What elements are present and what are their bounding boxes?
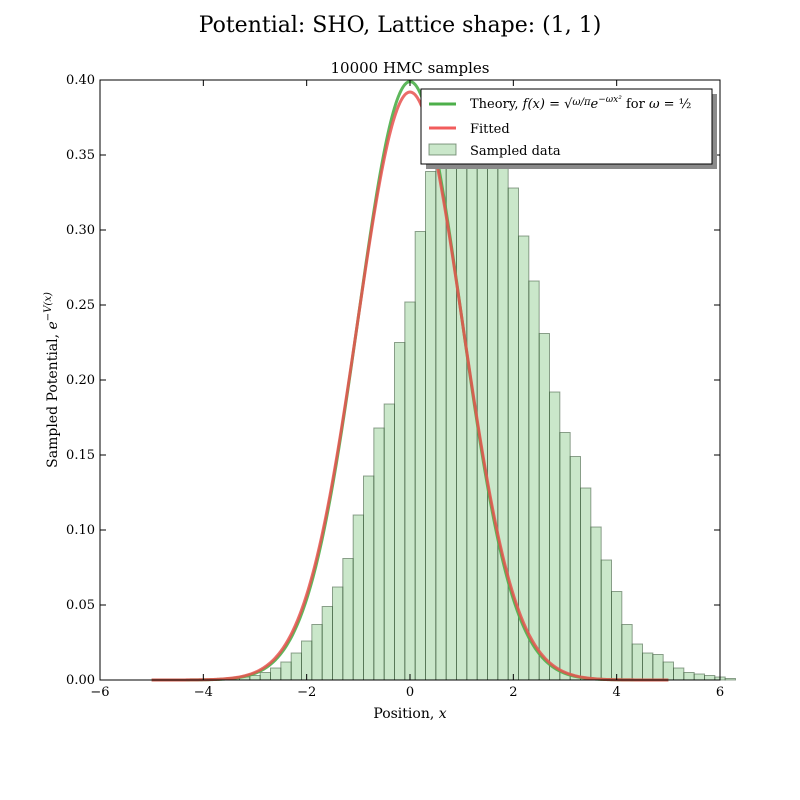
histogram-bar: [383, 403, 395, 681]
histogram-bar: [487, 118, 499, 681]
histogram-bar: [435, 151, 447, 681]
histogram-bar: [693, 673, 706, 681]
histogram-bar: [466, 118, 478, 681]
x-tick-label: −4: [194, 685, 213, 700]
x-axis-label: Position, x: [373, 706, 446, 722]
fitted-curve: [151, 90, 669, 682]
plot-area: [151, 80, 737, 682]
histogram-bar: [476, 97, 488, 681]
histogram-bar: [642, 652, 654, 681]
histogram-bar: [445, 106, 457, 681]
x-tick-label: −6: [90, 685, 109, 700]
histogram-bar: [600, 559, 613, 681]
histogram-bar: [683, 672, 695, 681]
legend-sampled-label: Sampled data: [470, 144, 561, 159]
x-tick-label: 4: [613, 685, 621, 700]
x-tick-label: −2: [297, 685, 316, 700]
histogram-bar: [528, 280, 540, 681]
legend-theory-label: Theory, f(x) = √ω/πe−ωx² for ω = ½: [470, 95, 691, 112]
histogram-bar: [363, 475, 375, 681]
histogram-bar: [673, 667, 685, 681]
histogram-bar: [652, 654, 664, 681]
histogram-bar: [404, 301, 416, 681]
histogram-bar: [611, 591, 623, 681]
histogram-bar: [456, 106, 468, 681]
figure-suptitle: Potential: SHO, Lattice shape: (1, 1): [199, 13, 602, 38]
histogram-bar: [311, 624, 323, 681]
x-tick-label: 0: [406, 685, 414, 700]
axes-title: 10000 HMC samples: [330, 59, 489, 77]
y-tick-label: 0.15: [66, 448, 95, 463]
histogram-bar: [662, 661, 675, 681]
histogram-bar: [631, 643, 644, 681]
histogram-bar: [280, 661, 292, 681]
histogram-bar: [621, 624, 633, 681]
legend-box: [420, 88, 713, 165]
histogram-bar: [704, 675, 716, 681]
y-tick-label: 0.35: [66, 148, 95, 163]
y-tick-label: 0.20: [66, 373, 95, 388]
legend: Theory, f(x) = √ω/πe−ωx² for ω = ½ Fitte…: [420, 88, 717, 169]
legend-sampled-swatch: [428, 143, 457, 156]
histogram-bar: [352, 514, 364, 681]
histogram-bar: [580, 487, 592, 681]
histogram-bar: [342, 558, 354, 681]
histogram-bar: [724, 678, 737, 681]
histogram-bar: [270, 667, 282, 681]
histogram-bar: [549, 391, 561, 681]
histogram-bar: [497, 151, 509, 681]
y-axis-ticks: 0.00 0.05 0.10 0.15 0.20 0.25 0.30 0.35 0.40: [66, 73, 720, 688]
histogram-bar: [394, 342, 406, 681]
legend-fitted-label: Fitted: [470, 122, 510, 137]
histogram-bars: [218, 97, 737, 681]
histogram-bar: [321, 606, 333, 681]
y-tick-label: 0.00: [66, 673, 95, 688]
histogram-bar: [373, 427, 385, 681]
histogram-bar: [538, 333, 551, 681]
histogram-bar: [425, 171, 437, 681]
y-tick-label: 0.10: [66, 523, 95, 538]
histogram-bar: [259, 672, 271, 681]
y-tick-label: 0.30: [66, 223, 95, 238]
y-axis-label: Sampled Potential, e−V(x): [43, 292, 61, 468]
y-tick-label: 0.40: [66, 73, 95, 88]
histogram-bar: [590, 526, 602, 681]
histogram-bar: [559, 432, 571, 681]
x-tick-label: 2: [509, 685, 517, 700]
y-tick-label: 0.25: [66, 298, 95, 313]
histogram-bar: [414, 231, 426, 681]
histogram-bar: [332, 586, 344, 681]
x-tick-label: 6: [716, 685, 724, 700]
y-tick-label: 0.05: [66, 598, 95, 613]
histogram-bar: [290, 652, 302, 681]
histogram-bar: [569, 456, 582, 681]
x-axis-ticks: −6 −4 −2 0 2 4 6: [90, 80, 724, 700]
